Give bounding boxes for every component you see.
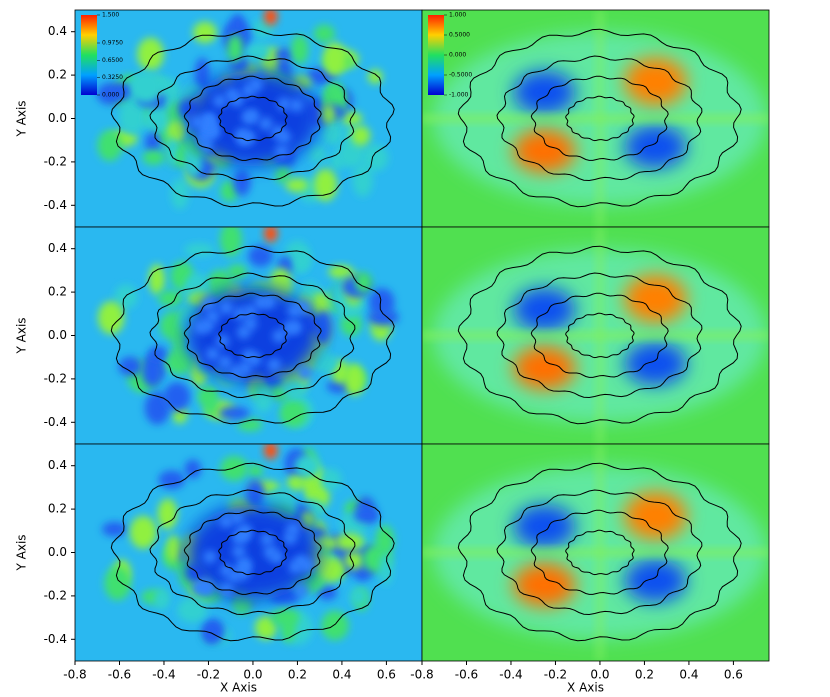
x-tick-label: 0.4 <box>679 668 698 682</box>
colorbar-label: 0.000 <box>449 52 466 59</box>
x-tick-label: 0.2 <box>635 668 654 682</box>
y-tick-label: 0.0 <box>48 111 67 125</box>
colorbar-label: 0.3250 <box>102 74 123 81</box>
y-tick-label: -0.2 <box>44 371 67 385</box>
colorbar-scale <box>81 15 97 95</box>
heatmap <box>75 10 422 227</box>
colorbar: 1.000 0.5000 0.000 -0.5000 -1.000 <box>428 12 472 99</box>
x-tick-label: 0.6 <box>377 668 396 682</box>
panel: 1.000 0.5000 0.000 -0.5000 -1.000 <box>421 9 770 228</box>
heatmap <box>422 227 769 444</box>
y-tick-label: 0.4 <box>48 241 67 255</box>
panel: -0.4 -0.2 0.0 0.2 0.4 -0.8 -0.6 -0.4 -0.2 0.0 0.2 0… <box>15 443 423 695</box>
y-axis-label: Y Axis <box>15 100 29 137</box>
x-tick-label: -0.6 <box>455 668 478 682</box>
x-tick-label: -0.4 <box>499 668 522 682</box>
x-axis-label: X Axis <box>567 681 604 695</box>
y-tick-label: 0.4 <box>48 458 67 472</box>
x-tick-label: 0.0 <box>243 668 262 682</box>
x-tick-label: -0.4 <box>152 668 175 682</box>
panel <box>421 226 770 445</box>
y-tick-label: -0.2 <box>44 588 67 602</box>
colorbar-label: -1.000 <box>449 92 469 99</box>
panel: -0.4 -0.2 0.0 0.2 0.4 Y Axis 1.500 0.9750 0.6500… <box>15 9 423 228</box>
heatmap <box>422 10 769 227</box>
colorbar-label: 0.9750 <box>102 40 123 47</box>
colorbar-label: 0.000 <box>102 92 119 99</box>
y-tick-label: 0.2 <box>48 502 67 516</box>
x-axis-label: X Axis <box>220 681 257 695</box>
colorbar-label: 0.5000 <box>449 32 470 39</box>
panel: -0.4 -0.2 0.0 0.2 0.4 Y Axis <box>15 226 423 445</box>
y-tick-label: -0.4 <box>44 415 67 429</box>
y-tick-label: 0.2 <box>48 285 67 299</box>
y-tick-label: 0.4 <box>48 24 67 38</box>
x-tick-label: 0.6 <box>724 668 743 682</box>
x-tick-label: -0.8 <box>410 668 433 682</box>
x-tick-label: -0.2 <box>197 668 220 682</box>
colorbar-scale <box>428 15 444 95</box>
heatmap <box>75 227 422 444</box>
heatmap <box>75 444 422 661</box>
y-tick-label: 0.0 <box>48 545 67 559</box>
panel: -0.8 -0.6 -0.4 -0.2 0.0 0.2 0.4 0.6 X Axis <box>410 443 770 695</box>
y-tick-label: -0.4 <box>44 198 67 212</box>
y-tick-label: -0.4 <box>44 632 67 646</box>
colorbar-label: 1.500 <box>102 12 119 19</box>
x-tick-label: 0.2 <box>288 668 307 682</box>
x-tick-label: -0.2 <box>544 668 567 682</box>
y-tick-label: 0.0 <box>48 328 67 342</box>
x-tick-label: -0.6 <box>108 668 131 682</box>
x-tick-label: 0.4 <box>332 668 351 682</box>
y-tick-label: -0.2 <box>44 154 67 168</box>
colorbar-label: -0.5000 <box>449 72 472 79</box>
x-tick-label: 0.0 <box>590 668 609 682</box>
colorbar: 1.500 0.9750 0.6500 0.3250 0.000 <box>81 12 123 99</box>
panel-frame <box>421 443 770 662</box>
y-axis-label: Y Axis <box>15 317 29 354</box>
x-tick-label: -0.8 <box>63 668 86 682</box>
y-tick-label: 0.2 <box>48 68 67 82</box>
y-axis-label: Y Axis <box>15 534 29 571</box>
colorbar-label: 0.6500 <box>102 57 123 64</box>
colorbar-label: 1.000 <box>449 12 466 19</box>
heatmap <box>422 444 769 661</box>
